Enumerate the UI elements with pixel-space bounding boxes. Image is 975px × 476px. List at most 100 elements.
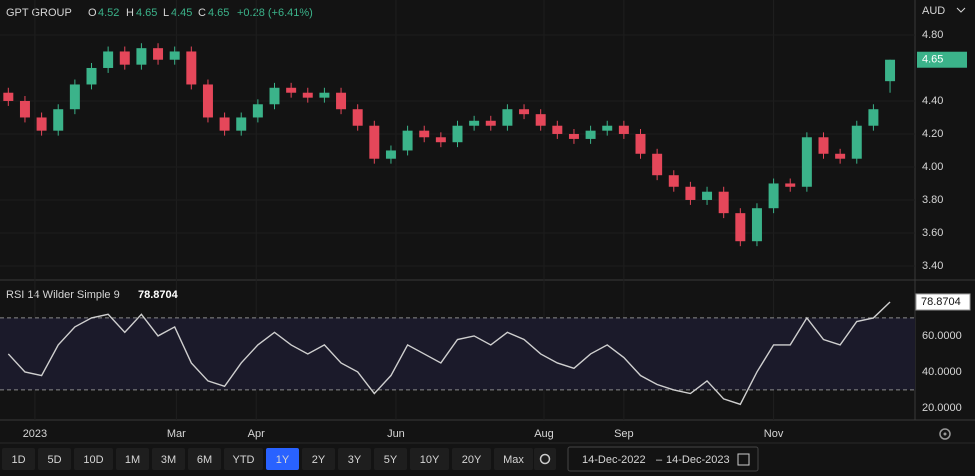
range-button-label[interactable]: 1Y [276, 454, 290, 466]
candle-body [618, 125, 629, 134]
range-button-bg[interactable] [74, 448, 113, 470]
open-label: O [88, 7, 97, 19]
currency-dropdown-icon[interactable] [956, 7, 966, 13]
range-button[interactable]: Max [494, 448, 533, 470]
date-range-box[interactable] [567, 446, 759, 472]
candle-body [585, 130, 596, 139]
last-price-label: 4.65 [922, 54, 943, 66]
candle-body [835, 153, 846, 159]
toolbar-settings-icon[interactable] [539, 453, 551, 465]
range-button[interactable]: 6M [188, 448, 221, 470]
candle-body [36, 117, 47, 131]
range-button-bg[interactable] [410, 448, 449, 470]
date-range-picker[interactable]: 14-Dec-2022–14-Dec-2023 [567, 446, 759, 472]
low-value: 4.45 [171, 7, 192, 19]
rsi-current-value: 78.8704 [138, 289, 179, 301]
range-button-bg[interactable] [224, 448, 263, 470]
range-button[interactable]: 20Y [452, 448, 491, 470]
range-button-bg[interactable] [266, 448, 299, 470]
range-button-bg[interactable] [374, 448, 407, 470]
range-button-label[interactable]: 1D [11, 454, 25, 466]
range-button[interactable]: 5D [38, 448, 71, 470]
candle-body [801, 137, 812, 187]
range-button-label[interactable]: 6M [197, 454, 212, 466]
candle-body [868, 109, 879, 126]
date-separator[interactable]: – [656, 454, 663, 466]
range-button-bg[interactable] [116, 448, 149, 470]
range-button-bg[interactable] [188, 448, 221, 470]
range-button-bg[interactable] [2, 448, 35, 470]
candle-body [385, 150, 396, 159]
candle-body [286, 87, 297, 93]
y-tick-label: 3.60 [922, 227, 943, 239]
candle-body [702, 191, 713, 200]
toolbar-settings-bg[interactable] [534, 448, 556, 470]
candle-body [236, 117, 247, 131]
range-button-bg[interactable] [302, 448, 335, 470]
range-button-label[interactable]: 20Y [462, 454, 482, 466]
y-tick-label: 3.80 [922, 194, 943, 206]
candle-body [103, 51, 114, 68]
range-button-label[interactable]: 1M [125, 454, 140, 466]
range-button-label[interactable]: YTD [233, 454, 255, 466]
candle-body [519, 109, 530, 115]
range-button-label[interactable]: Max [503, 454, 524, 466]
range-button[interactable]: 1M [116, 448, 149, 470]
candle-body [568, 133, 579, 139]
candle-body [119, 51, 130, 65]
candle-body [169, 51, 180, 60]
candle-body [69, 84, 80, 110]
settings-gear[interactable] [939, 428, 951, 440]
candle-body [186, 51, 197, 85]
candle-body [751, 208, 762, 242]
range-button[interactable]: 2Y [302, 448, 335, 470]
candle-body [818, 137, 829, 154]
range-button-bg[interactable] [338, 448, 371, 470]
x-tick-label: Jun [387, 428, 405, 440]
candle-body [785, 183, 796, 187]
y-tick-label: 4.20 [922, 128, 943, 140]
date-from[interactable]: 14-Dec-2022 [582, 454, 646, 466]
range-button-bg[interactable] [38, 448, 71, 470]
range-button[interactable]: 10Y [410, 448, 449, 470]
range-button[interactable]: 1D [2, 448, 35, 470]
symbol-name: GPT GROUP [6, 7, 72, 19]
range-button-bg[interactable] [494, 448, 533, 470]
calendar-icon[interactable] [737, 453, 750, 466]
range-button-label[interactable]: 2Y [312, 454, 326, 466]
toolbar-settings[interactable] [534, 448, 556, 470]
range-button-bg[interactable] [152, 448, 185, 470]
range-button[interactable]: 1Y [266, 448, 299, 470]
candle-body [435, 137, 446, 143]
y-tick-label: 4.80 [922, 29, 943, 41]
range-button-label[interactable]: 3Y [348, 454, 362, 466]
high-label: H [126, 7, 134, 19]
range-button[interactable]: YTD [224, 448, 263, 470]
range-button[interactable]: 10D [74, 448, 113, 470]
candle-body [502, 109, 513, 126]
range-button[interactable]: 3Y [338, 448, 371, 470]
date-to[interactable]: 14-Dec-2023 [666, 454, 730, 466]
range-button-label[interactable]: 5D [47, 454, 61, 466]
range-button-label[interactable]: 5Y [384, 454, 398, 466]
rsi-line [7, 301, 891, 406]
candle-body [685, 186, 696, 200]
range-button-bg[interactable] [452, 448, 491, 470]
close-label: C [198, 7, 206, 19]
rsi-band [0, 317, 915, 390]
range-button[interactable]: 3M [152, 448, 185, 470]
range-button-label[interactable]: 10D [83, 454, 103, 466]
candle-body [19, 100, 30, 118]
candle-body [86, 67, 97, 85]
range-button-label[interactable]: 10Y [420, 454, 440, 466]
candle-body [885, 59, 896, 82]
y-tick-label: 60.0000 [922, 330, 962, 342]
candle-body [635, 133, 646, 154]
x-tick-label: Mar [167, 428, 186, 440]
range-button[interactable]: 5Y [374, 448, 407, 470]
candle-body [668, 175, 679, 187]
high-value: 4.65 [136, 7, 157, 19]
y-tick-label: 4.40 [922, 95, 943, 107]
currency[interactable]: AUD [922, 5, 945, 17]
range-button-label[interactable]: 3M [161, 454, 176, 466]
